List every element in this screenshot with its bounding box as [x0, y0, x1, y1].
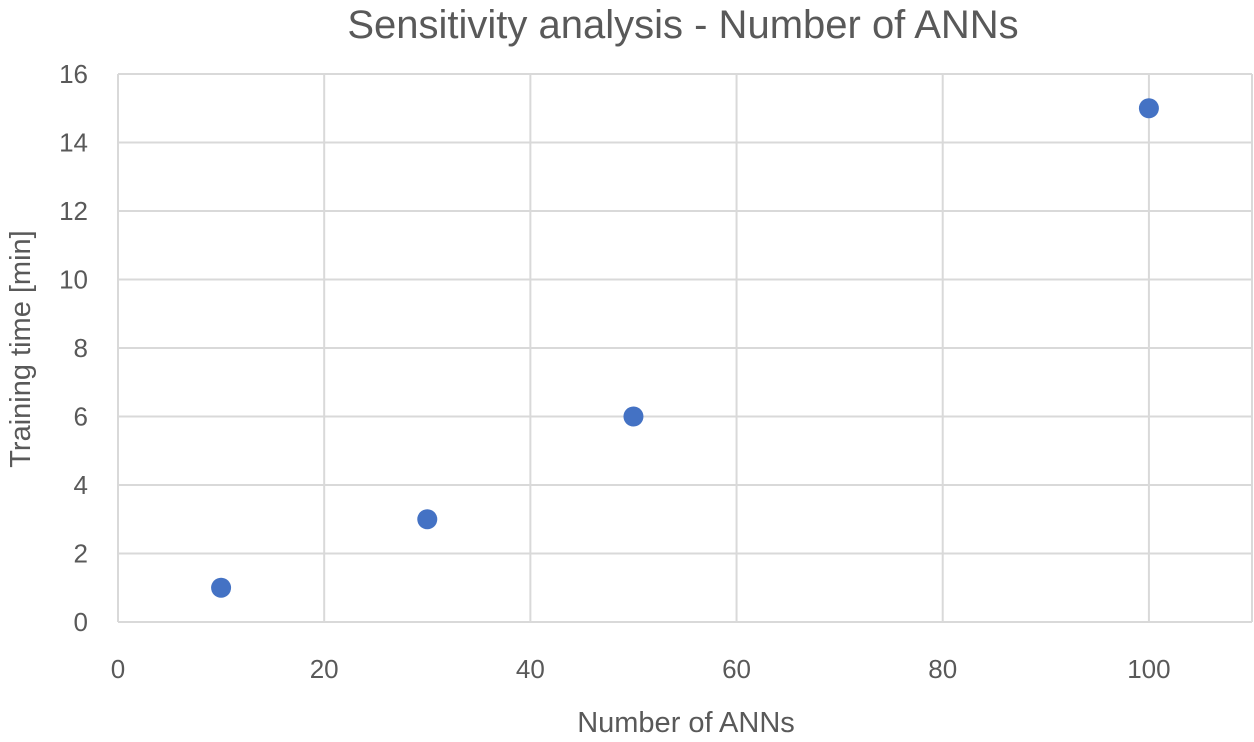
y-tick-label: 2: [74, 539, 88, 569]
x-tick-label: 20: [310, 654, 339, 684]
x-tick-label: 60: [722, 654, 751, 684]
data-point: [623, 406, 644, 427]
data-point: [1138, 98, 1159, 119]
x-tick-label: 0: [111, 654, 125, 684]
y-tick-label: 10: [59, 265, 88, 295]
data-point: [211, 577, 232, 598]
y-tick-label: 12: [59, 196, 88, 226]
y-axis-ticks: 0 2 4 6 8 10 12 14 16: [59, 59, 88, 637]
y-tick-label: 4: [74, 470, 88, 500]
chart-title: Sensitivity analysis - Number of ANNs: [347, 3, 1018, 47]
x-axis-ticks: 0 20 40 60 80 100: [111, 654, 1171, 684]
y-tick-label: 8: [74, 333, 88, 363]
gridlines: [117, 73, 1253, 623]
x-tick-label: 100: [1127, 654, 1170, 684]
x-axis-title: Number of ANNs: [577, 707, 795, 737]
y-tick-label: 0: [74, 607, 88, 637]
y-tick-label: 14: [59, 128, 88, 158]
data-points: [211, 98, 1159, 598]
y-tick-label: 16: [59, 59, 88, 89]
y-tick-label: 6: [74, 402, 88, 432]
y-axis-title: Training time [min]: [5, 230, 37, 467]
x-tick-label: 80: [928, 654, 957, 684]
x-tick-label: 40: [516, 654, 545, 684]
data-point: [417, 509, 438, 530]
